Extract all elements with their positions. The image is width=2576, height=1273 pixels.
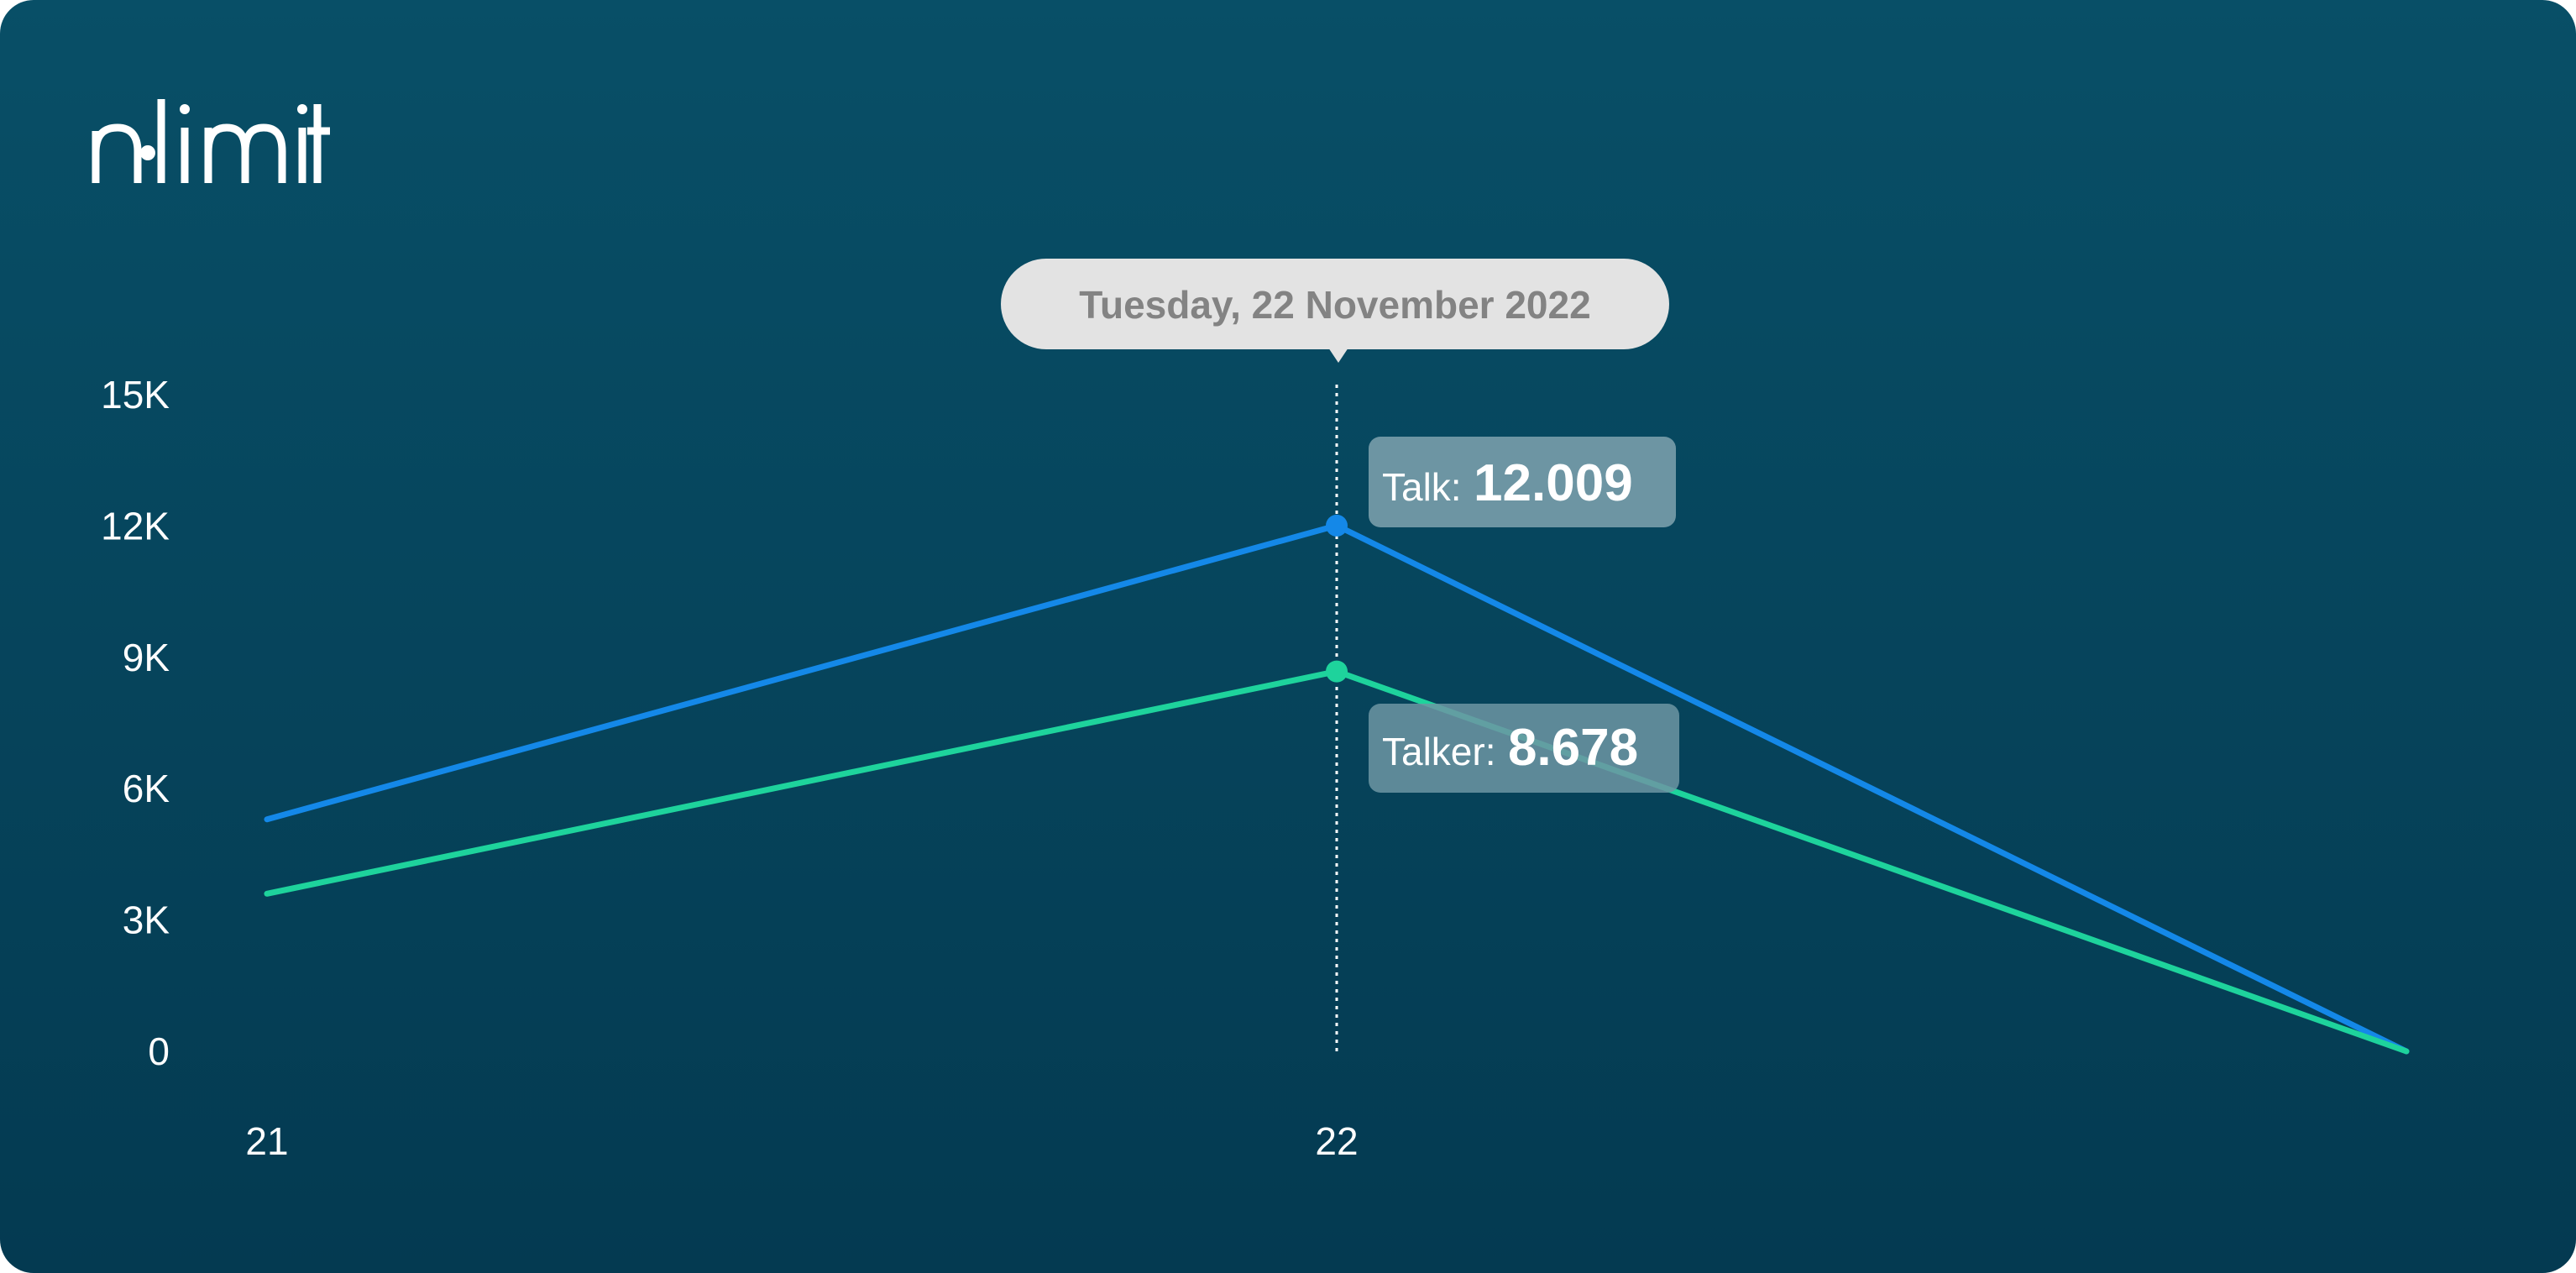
highlight-point-talk [1326, 514, 1348, 537]
y-tick-label: 12K [101, 504, 170, 547]
highlight-points [1326, 514, 1348, 683]
talker-value: 8.678 [1508, 719, 1638, 777]
date-tooltip-pointer [1328, 348, 1348, 363]
talker-value-box-bg [1369, 704, 1679, 793]
talk-value: 12.009 [1474, 454, 1633, 512]
highlight-point-talker [1326, 660, 1348, 683]
talker-value-text: Talker: 8.678 [1382, 719, 1638, 777]
y-tick-label: 3K [123, 898, 170, 942]
talk-value-text: Talk: 12.009 [1382, 454, 1633, 512]
talk-label: Talk: [1382, 465, 1462, 509]
date-tooltip: Tuesday, 22 November 2022 [1001, 259, 1669, 363]
talk-value-box: Talk: 12.009 [1369, 437, 1676, 527]
x-axis-ticks: 21 22 [245, 1119, 1358, 1163]
y-tick-label: 6K [123, 767, 170, 810]
talker-value-box: Talker: 8.678 [1369, 704, 1679, 793]
talker-label: Talker: [1382, 730, 1495, 773]
talk-value-box-bg [1369, 437, 1676, 527]
y-axis-ticks: 0 3K 6K 9K 12K 15K [101, 373, 170, 1073]
y-tick-label: 15K [101, 373, 170, 416]
nlimit-logo [92, 99, 330, 183]
x-tick-label: 21 [245, 1119, 288, 1163]
date-tooltip-text: Tuesday, 22 November 2022 [1079, 283, 1590, 327]
date-tooltip-bubble [1001, 259, 1669, 349]
y-tick-label: 9K [123, 636, 170, 679]
y-tick-label: 0 [148, 1029, 170, 1073]
x-tick-label: 22 [1315, 1119, 1358, 1163]
